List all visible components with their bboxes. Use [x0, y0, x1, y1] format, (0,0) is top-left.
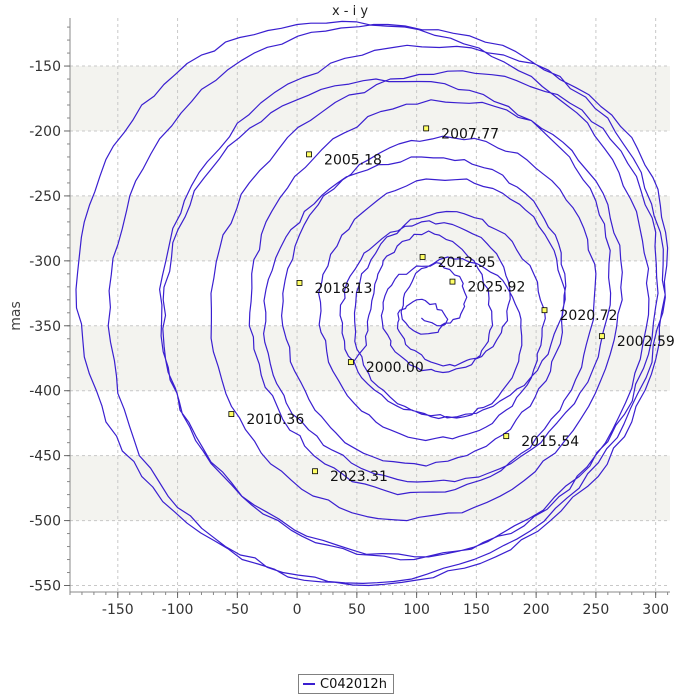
y-tick-label: -200: [29, 124, 61, 140]
y-tick-label: -150: [29, 59, 61, 75]
epoch-marker: [228, 411, 235, 417]
epoch-label: 2007.77: [441, 126, 499, 142]
epoch-label: 2023.31: [330, 469, 388, 485]
legend-label: C042012h: [320, 676, 387, 692]
x-tick-label: 250: [583, 602, 610, 618]
series-line-C042012h: [75, 20, 669, 587]
x-tick-label: -150: [102, 602, 134, 618]
epoch-label: 2015.54: [521, 434, 579, 450]
y-axis-label: mas: [8, 301, 24, 331]
plot-area: -150 -100 -50 0 50 100 150 200 250 300-150-200-25…: [29, 18, 675, 618]
x-tick-label: 0: [293, 602, 302, 618]
epoch-label: 2018.13: [314, 281, 372, 297]
epoch-label: 2002.59: [617, 334, 675, 350]
x-tick-label: 100: [403, 602, 430, 618]
y-tick-label: -350: [29, 319, 61, 335]
epoch-label: 2020.72: [560, 308, 618, 324]
x-tick-label: 150: [463, 602, 490, 618]
y-tick-label: -450: [29, 449, 61, 465]
epoch-label: 2005.18: [324, 152, 382, 168]
plot-band: [70, 325, 670, 391]
x-tick-label: 300: [642, 602, 669, 618]
epoch-marker: [503, 433, 510, 440]
x-tick-label: 200: [523, 602, 550, 618]
epoch-marker: [296, 280, 303, 286]
epoch-label: 2025.92: [467, 280, 525, 296]
epoch-marker: [423, 125, 430, 132]
epoch-label: 2000.00: [366, 360, 424, 376]
epoch-marker: [306, 151, 312, 158]
y-tick-label: -300: [29, 254, 61, 270]
epoch-marker: [449, 278, 456, 285]
epoch-label: 2010.36: [246, 412, 304, 428]
legend-swatch: [303, 683, 315, 685]
y-tick-label: -500: [29, 514, 61, 530]
plot-band: [70, 66, 670, 131]
y-tick-label: -250: [29, 189, 61, 205]
x-tick-label: -100: [162, 602, 194, 618]
x-tick-label: 50: [348, 602, 366, 618]
epoch-marker: [541, 307, 548, 314]
y-tick-label: -400: [29, 384, 61, 400]
x-tick-label: -50: [226, 602, 249, 618]
legend: C042012h: [298, 674, 394, 694]
plot-band: [70, 455, 670, 521]
epoch-marker: [347, 359, 354, 366]
chart-title: x - i y: [332, 4, 368, 19]
epoch-label: 2012.95: [438, 255, 496, 271]
epoch-marker: [598, 333, 605, 340]
epoch-marker: [312, 468, 318, 475]
epoch-marker: [419, 254, 426, 260]
y-tick-label: -550: [29, 579, 61, 595]
